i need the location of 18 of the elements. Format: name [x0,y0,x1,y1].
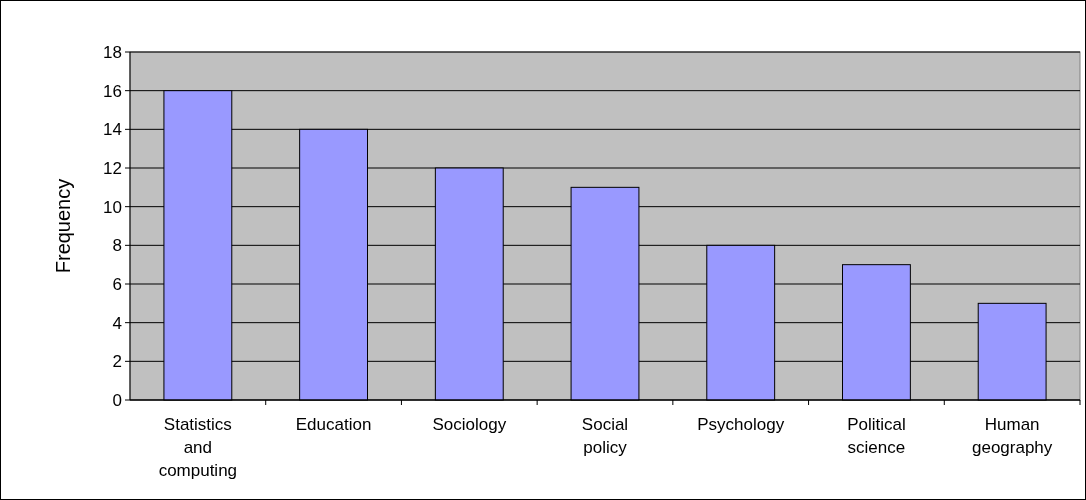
y-tick-label: 12 [103,158,122,178]
x-tick-label: Education [295,415,372,434]
x-tick-label: Psychology [697,415,785,434]
y-tick-label: 16 [103,81,122,101]
y-tick-label: 0 [112,390,122,410]
y-tick-label: 2 [112,352,122,372]
y-tick-label: 8 [112,236,122,256]
y-axis-title: Frequency [52,178,74,274]
y-tick-label: 14 [103,120,122,140]
x-tick-label: Social policy [581,415,629,457]
x-tick-label: Human geography [971,415,1053,457]
y-tick-label: 18 [103,42,122,62]
y-tick-label: 6 [112,274,122,294]
y-tick-label: 10 [103,197,122,217]
x-tick-label: Political science [847,415,906,457]
y-tick-label: 4 [112,313,122,333]
x-tick-label: Sociology [432,415,507,434]
x-tick-label: Statistics and computing [158,415,238,480]
